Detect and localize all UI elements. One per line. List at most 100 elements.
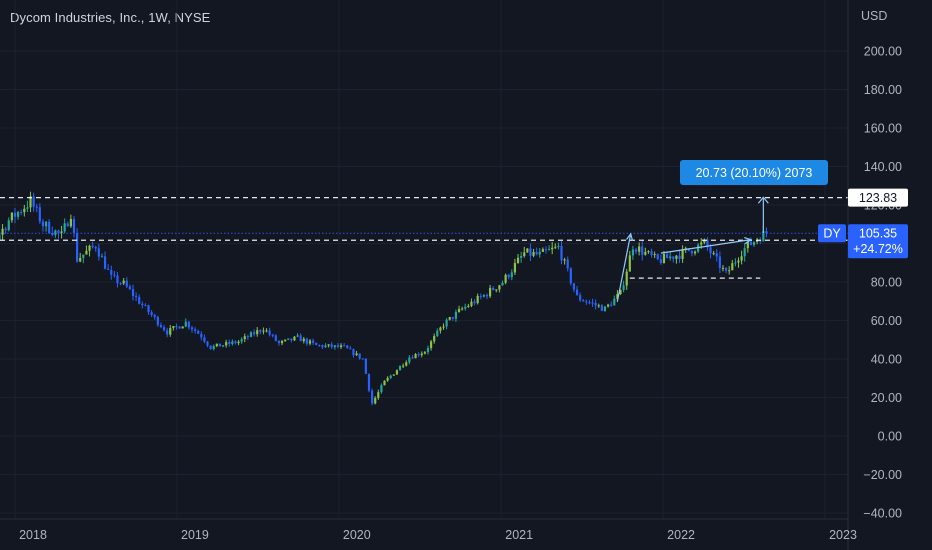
candle-body	[249, 332, 253, 337]
y-tick-label: −40.00	[863, 507, 902, 521]
candle-body	[76, 233, 79, 262]
candle-body	[659, 259, 662, 263]
symbol-badge[interactable]: DY	[823, 227, 841, 241]
candle-body	[94, 246, 97, 249]
y-tick-label: 200.00	[864, 45, 902, 59]
candle-body	[426, 348, 430, 353]
candle-body	[495, 289, 498, 291]
candle-body	[1, 228, 4, 235]
candle-body	[296, 335, 299, 337]
symbol-badge-box	[818, 224, 846, 243]
candle-body	[57, 230, 60, 233]
candle-body	[398, 365, 402, 371]
candle-body	[572, 283, 576, 290]
candle-body	[485, 294, 489, 297]
candle-body	[13, 212, 17, 217]
candle-body	[532, 252, 535, 256]
candle-body	[582, 300, 585, 302]
candle-body	[740, 256, 743, 261]
candle-body	[715, 253, 718, 257]
candle-body	[684, 248, 687, 250]
candle-body	[700, 242, 703, 245]
candle-body	[10, 212, 13, 221]
candle-body	[665, 253, 669, 259]
candle-body	[662, 253, 666, 263]
candle-body	[355, 353, 358, 356]
candle-body	[212, 346, 215, 350]
x-tick-label: 2021	[505, 528, 533, 542]
last-price-label: 105.35	[859, 227, 897, 241]
candle-body	[131, 289, 135, 297]
candle-body	[383, 380, 386, 386]
candle-body	[41, 221, 45, 227]
candle-body	[54, 230, 57, 235]
candle-body	[262, 330, 265, 332]
trend-arrow[interactable]	[660, 239, 752, 254]
candle-body	[560, 245, 563, 261]
candle-body	[181, 326, 184, 329]
candle-body	[184, 321, 187, 327]
candle-body	[479, 295, 482, 297]
candle-body	[380, 385, 383, 393]
candle-body	[135, 296, 138, 298]
candle-body	[178, 326, 181, 329]
candle-body	[113, 274, 116, 276]
candle-body	[162, 327, 166, 331]
candle-body	[523, 252, 526, 257]
candle-body	[23, 208, 26, 213]
candle-body	[346, 345, 349, 349]
candle-body	[423, 352, 426, 354]
candle-body	[504, 274, 507, 283]
candle-body	[330, 344, 333, 348]
candle-body	[442, 326, 445, 328]
candle-body	[498, 285, 501, 290]
candle-body	[200, 333, 203, 338]
candle-body	[411, 357, 414, 359]
candle-body	[17, 211, 20, 217]
x-tick-label: 2023	[829, 528, 857, 542]
candle-body	[644, 251, 647, 255]
candle-body	[718, 256, 721, 268]
candle-body	[690, 250, 694, 254]
candle-body	[457, 308, 461, 312]
candle-body	[29, 196, 32, 208]
candle-body	[203, 337, 206, 342]
candle-body	[63, 223, 66, 232]
candle-body	[520, 256, 523, 258]
candle-body	[339, 345, 343, 348]
candle-body	[187, 321, 190, 328]
candle-body	[172, 326, 175, 328]
candle-body	[119, 283, 122, 285]
candle-body	[544, 249, 548, 251]
candle-body	[252, 332, 256, 335]
candle-body	[153, 315, 156, 317]
candle-body	[221, 345, 225, 347]
candle-body	[675, 255, 678, 259]
candle-body	[321, 345, 324, 348]
candle-body	[150, 312, 153, 316]
candle-body	[672, 256, 675, 259]
candle-body	[100, 256, 104, 258]
y-tick-label: 140.00	[864, 160, 902, 174]
candle-body	[563, 259, 566, 261]
candle-body	[26, 207, 29, 209]
candle-body	[333, 345, 336, 348]
candle-body	[259, 330, 262, 332]
candle-body	[433, 336, 436, 342]
candle-body	[364, 358, 367, 374]
candle-body	[429, 341, 433, 349]
candle-body	[197, 330, 200, 334]
candle-body	[414, 354, 417, 359]
candle-body	[293, 336, 296, 341]
x-tick-label: 2018	[19, 528, 47, 542]
candle-body	[603, 306, 607, 311]
candle-body	[746, 241, 749, 249]
trend-arrow[interactable]	[616, 233, 632, 302]
candle-body	[554, 246, 557, 248]
candle-body	[600, 305, 603, 311]
candle-body	[606, 304, 610, 307]
candle-body	[280, 340, 284, 344]
candle-body	[311, 340, 315, 343]
candle-body	[358, 353, 361, 359]
